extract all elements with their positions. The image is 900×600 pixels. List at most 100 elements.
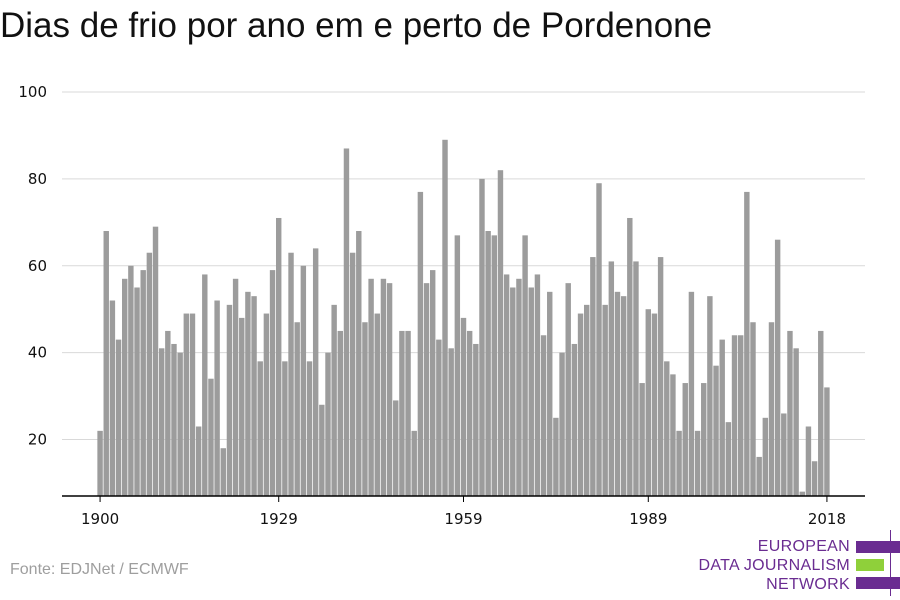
bar-1914 <box>183 313 190 496</box>
bar-2018 <box>824 387 830 496</box>
bar-1936 <box>319 404 325 496</box>
bar-1992 <box>664 361 670 496</box>
bar-2010 <box>774 239 781 497</box>
bar-1937 <box>325 352 331 496</box>
bar-2004 <box>737 335 744 496</box>
bar-1927 <box>263 313 270 496</box>
logo-line-1: EUROPEAN <box>757 538 850 555</box>
bar-1976 <box>565 283 571 496</box>
bar-1919 <box>214 300 220 496</box>
bar-1981 <box>596 183 602 496</box>
x-tick-label-2018: 2018 <box>808 510 846 528</box>
bar-1969 <box>522 235 528 496</box>
bar-1920 <box>220 448 226 496</box>
bar-1944 <box>368 278 374 496</box>
bar-1966 <box>503 274 510 496</box>
bar-1962 <box>479 178 485 496</box>
bar-1940 <box>343 148 350 496</box>
bar-1928 <box>269 270 276 496</box>
bar-1947 <box>386 283 393 496</box>
x-tick-label-1959: 1959 <box>444 510 482 528</box>
bar-chart: 20 40 60 80 100 1900 1929 1959 1989 2018 <box>18 83 865 528</box>
bar-1939 <box>337 330 344 496</box>
bar-1903 <box>115 339 122 496</box>
x-tick-label-1900: 1900 <box>81 510 119 528</box>
bar-1980 <box>590 257 596 496</box>
bar-1941 <box>349 252 356 496</box>
bar-2001 <box>719 339 725 496</box>
y-tick-label-100: 100 <box>18 83 47 101</box>
bar-1995 <box>682 383 688 496</box>
bar-1930 <box>282 361 288 496</box>
bar-1946 <box>380 278 387 496</box>
bar-1918 <box>208 378 214 496</box>
bar-1986 <box>627 217 633 496</box>
bar-1973 <box>547 291 553 496</box>
bar-1953 <box>423 283 430 496</box>
bar-1988 <box>639 383 645 496</box>
bar-1961 <box>473 343 479 496</box>
bar-1929 <box>275 217 282 496</box>
logo-line-2: DATA JOURNALISM <box>698 557 850 574</box>
bar-1979 <box>583 304 590 496</box>
bar-1922 <box>232 278 239 496</box>
bar-1952 <box>417 191 424 496</box>
bar-1989 <box>645 309 652 496</box>
bar-1902 <box>109 300 116 496</box>
bar-1983 <box>608 261 615 496</box>
bar-2009 <box>768 322 775 496</box>
bar-1951 <box>411 430 417 496</box>
bar-1938 <box>331 304 337 496</box>
bar-1916 <box>195 426 202 496</box>
bar-1907 <box>140 270 146 496</box>
bar-1934 <box>306 361 313 496</box>
bar-1926 <box>257 361 263 496</box>
x-axis: 1900 1929 1959 1989 2018 <box>62 495 865 528</box>
bar-1955 <box>436 339 442 496</box>
logo-bar-purple-bottom <box>856 577 900 589</box>
bar-1964 <box>491 235 498 496</box>
bar-1932 <box>294 322 300 496</box>
bar-1974 <box>553 417 559 496</box>
bar-1904 <box>122 278 128 496</box>
bar-1950 <box>405 330 411 496</box>
bar-2017 <box>818 330 824 496</box>
bar-2014 <box>799 491 805 496</box>
bar-1917 <box>202 274 208 496</box>
bar-1975 <box>559 352 565 496</box>
source-note: Fonte: EDJNet / ECMWF <box>10 561 189 578</box>
bar-2000 <box>713 365 719 496</box>
bar-1997 <box>694 430 701 496</box>
bar-1933 <box>300 265 307 496</box>
bar-1970 <box>528 287 534 496</box>
bar-1948 <box>393 400 399 496</box>
bar-1978 <box>577 313 584 496</box>
bar-1906 <box>134 287 140 496</box>
bar-1954 <box>429 270 436 496</box>
bar-1923 <box>239 317 245 496</box>
bar-1985 <box>620 296 627 496</box>
bar-1968 <box>516 278 522 496</box>
bar-1987 <box>633 261 639 496</box>
bar-1913 <box>177 352 183 496</box>
bar-1924 <box>245 291 251 496</box>
bar-1900 <box>97 430 103 496</box>
bar-1957 <box>448 348 454 496</box>
bar-1949 <box>399 330 405 496</box>
edjnet-logo: EUROPEAN DATA JOURNALISM NETWORK <box>680 528 900 600</box>
bar-1935 <box>312 248 319 496</box>
x-tick-label-1929: 1929 <box>260 510 298 528</box>
bar-2007 <box>756 456 762 496</box>
logo-bar-green <box>856 559 884 571</box>
y-tick-label-40: 40 <box>28 344 47 362</box>
y-axis-labels: 20 40 60 80 100 <box>18 83 47 449</box>
logo-bar-purple-top <box>856 541 900 553</box>
bar-1977 <box>571 343 578 496</box>
bar-1999 <box>707 296 713 496</box>
bar-1996 <box>688 291 695 496</box>
bar-2002 <box>725 422 732 496</box>
bar-1915 <box>189 313 196 496</box>
bar-1931 <box>288 252 294 496</box>
bar-1910 <box>158 348 165 496</box>
bar-2012 <box>787 330 793 496</box>
